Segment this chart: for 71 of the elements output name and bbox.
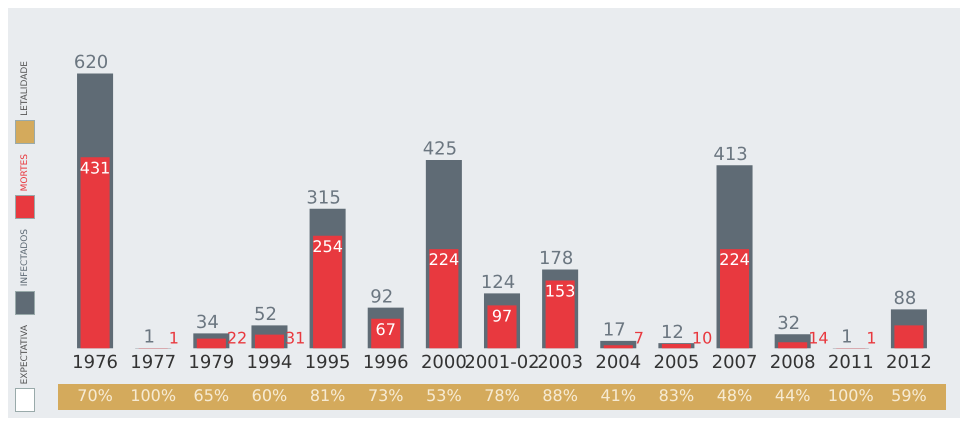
bar (196, 338, 226, 348)
data-label: 178 (538, 248, 574, 270)
x-tick-label: 2004 (595, 352, 642, 373)
data-label: 34 (196, 312, 219, 333)
data-label: 431 (80, 158, 110, 178)
text: 83% (658, 386, 694, 406)
x-tick-label: 1996 (362, 352, 409, 373)
text: 70% (77, 386, 113, 406)
data-label: 92 (370, 286, 394, 308)
text: 60% (252, 386, 288, 406)
x-tick-label: 2007 (712, 352, 758, 373)
bar (720, 249, 750, 348)
data-label: 17 (602, 320, 626, 341)
text: EXPECTATIVA (20, 324, 30, 384)
data-label: 620 (74, 52, 108, 74)
bar (429, 249, 458, 348)
text: 81% (310, 386, 346, 406)
data-label: 224 (428, 250, 460, 270)
data-label: 1 (866, 328, 877, 348)
data-label: 124 (480, 272, 516, 294)
data-label: 97 (492, 306, 512, 326)
data-label: 10 (692, 328, 712, 348)
bar (313, 236, 342, 348)
data-label: 7 (634, 328, 644, 348)
x-tick-label: 2001-02 (464, 352, 540, 373)
x-tick-label: 2005 (653, 352, 700, 373)
text: MORTES (20, 154, 30, 192)
text: 73% (368, 386, 404, 406)
x-tick-label: 1995 (304, 352, 351, 373)
text: 59% (891, 386, 927, 406)
x-tick-label: 1994 (246, 352, 292, 373)
text: INFECTADOS (20, 229, 30, 287)
data-label: 52 (254, 304, 277, 326)
data-label: 32 (777, 312, 800, 334)
data-label: 1 (168, 328, 179, 348)
text: 44% (774, 386, 810, 406)
data-label: 315 (306, 187, 341, 208)
data-label: 224 (719, 250, 750, 270)
text: 65% (194, 386, 230, 406)
text: LETALIDADE (20, 61, 30, 116)
data-label: 425 (422, 138, 458, 160)
bar (487, 305, 517, 348)
text: 100% (828, 386, 874, 406)
bar (254, 334, 284, 348)
x-tick-label: 2012 (886, 352, 932, 373)
data-label: 88 (893, 288, 916, 310)
text: 100% (130, 386, 176, 406)
data-label: 153 (544, 282, 576, 301)
x-tick-label: 1977 (130, 352, 176, 373)
bar (80, 157, 110, 348)
x-tick-label: 2003 (537, 352, 584, 373)
x-tick-label: 2000 (420, 352, 467, 373)
bar (894, 325, 924, 348)
x-tick-label: 1979 (188, 352, 234, 373)
data-label: 254 (312, 236, 343, 256)
x-tick-label: 1976 (72, 352, 118, 373)
data-label: 67 (376, 320, 396, 339)
bar (778, 342, 808, 348)
text: 41% (600, 386, 636, 406)
bar (546, 280, 575, 348)
data-label: 413 (713, 144, 748, 165)
data-label: 12 (660, 322, 684, 343)
text: 48% (716, 386, 752, 406)
data-label: 1 (841, 326, 853, 348)
text: 53% (426, 386, 462, 406)
text: 78% (484, 386, 520, 406)
data-label: 1 (143, 326, 155, 348)
x-tick-label: 2008 (770, 352, 816, 373)
bar (662, 344, 691, 348)
text: 88% (542, 386, 578, 406)
x-tick-label: 2011 (828, 352, 874, 373)
